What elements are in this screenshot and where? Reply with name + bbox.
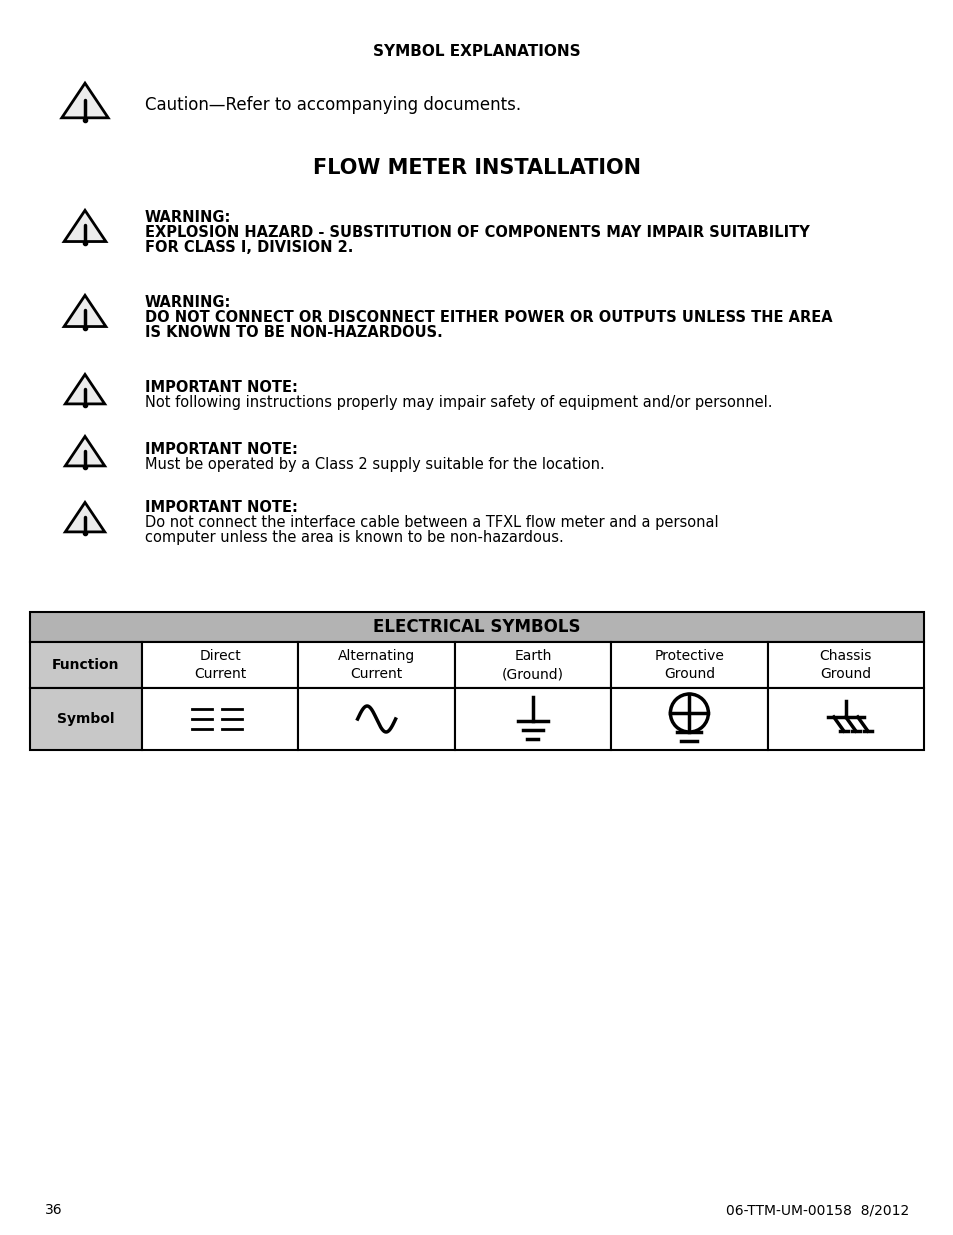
Bar	[767, 688, 923, 750]
Text: 06-TTM-UM-00158  8/2012: 06-TTM-UM-00158 8/2012	[725, 1203, 908, 1216]
Text: computer unless the area is known to be non-hazardous.: computer unless the area is known to be …	[145, 530, 563, 545]
Text: Not following instructions properly may impair safety of equipment and/or person: Not following instructions properly may …	[145, 395, 772, 410]
Text: SYMBOL EXPLANATIONS: SYMBOL EXPLANATIONS	[373, 44, 580, 59]
Text: IMPORTANT NOTE:: IMPORTANT NOTE:	[145, 442, 297, 457]
Text: ELECTRICAL SYMBOLS: ELECTRICAL SYMBOLS	[373, 618, 580, 636]
Bar	[30, 613, 923, 642]
Polygon shape	[65, 503, 105, 532]
Bar	[455, 688, 611, 750]
Text: Function: Function	[52, 658, 120, 672]
Polygon shape	[64, 210, 106, 242]
Text: IMPORTANT NOTE:: IMPORTANT NOTE:	[145, 500, 297, 515]
Polygon shape	[65, 374, 105, 404]
Bar	[611, 642, 767, 688]
Bar	[30, 642, 142, 688]
Text: 36: 36	[45, 1203, 63, 1216]
Text: Do not connect the interface cable between a TFXL flow meter and a personal: Do not connect the interface cable betwe…	[145, 515, 718, 530]
Polygon shape	[65, 436, 105, 466]
Text: FOR CLASS I, DIVISION 2.: FOR CLASS I, DIVISION 2.	[145, 240, 353, 254]
Text: Earth
(Ground): Earth (Ground)	[501, 648, 563, 682]
Bar	[455, 642, 611, 688]
Bar	[30, 688, 142, 750]
Text: Alternating
Current: Alternating Current	[337, 648, 415, 682]
Bar	[142, 642, 298, 688]
Text: EXPLOSION HAZARD - SUBSTITUTION OF COMPONENTS MAY IMPAIR SUITABILITY: EXPLOSION HAZARD - SUBSTITUTION OF COMPO…	[145, 225, 809, 240]
Text: Caution—Refer to accompanying documents.: Caution—Refer to accompanying documents.	[145, 96, 520, 114]
Text: Direct
Current: Direct Current	[193, 648, 246, 682]
Text: Protective
Ground: Protective Ground	[654, 648, 723, 682]
Bar	[298, 642, 455, 688]
Bar	[142, 688, 298, 750]
Polygon shape	[62, 83, 108, 117]
Text: DO NOT CONNECT OR DISCONNECT EITHER POWER OR OUTPUTS UNLESS THE AREA: DO NOT CONNECT OR DISCONNECT EITHER POWE…	[145, 310, 832, 325]
Text: IS KNOWN TO BE NON-HAZARDOUS.: IS KNOWN TO BE NON-HAZARDOUS.	[145, 325, 442, 340]
Text: WARNING:: WARNING:	[145, 210, 232, 225]
Text: Must be operated by a Class 2 supply suitable for the location.: Must be operated by a Class 2 supply sui…	[145, 457, 604, 472]
Polygon shape	[64, 295, 106, 326]
Bar	[611, 688, 767, 750]
Text: Chassis
Ground: Chassis Ground	[819, 648, 871, 682]
Text: Symbol: Symbol	[57, 713, 114, 726]
Text: WARNING:: WARNING:	[145, 295, 232, 310]
Text: IMPORTANT NOTE:: IMPORTANT NOTE:	[145, 380, 297, 395]
Bar	[767, 642, 923, 688]
Bar	[298, 688, 455, 750]
Text: FLOW METER INSTALLATION: FLOW METER INSTALLATION	[313, 158, 640, 178]
